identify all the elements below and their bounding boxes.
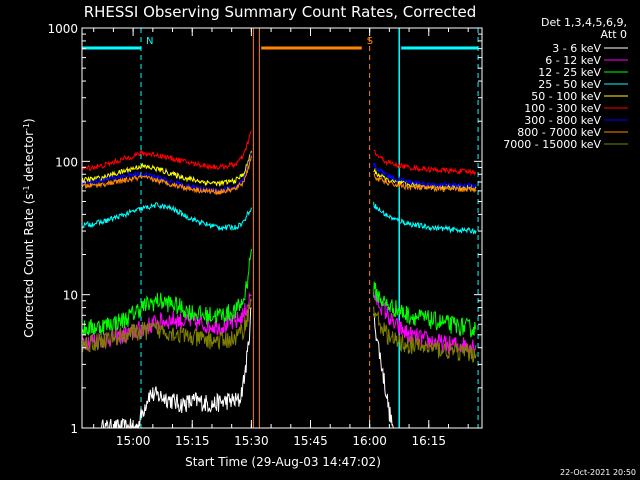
y-axis-label: Corrected Count Rate (s-1 detector-1) bbox=[22, 118, 37, 337]
series-7000-15000-kev bbox=[81, 298, 477, 363]
y-tick-label: 1000 bbox=[47, 22, 78, 36]
x-tick-label: 15:00 bbox=[116, 434, 151, 448]
series-line bbox=[81, 130, 252, 171]
legend-header: Det 1,3,4,5,6,9, bbox=[541, 16, 627, 29]
series-line bbox=[373, 201, 477, 235]
series-line bbox=[81, 293, 252, 352]
legend-label: 50 - 100 keV bbox=[531, 90, 601, 103]
series-line bbox=[373, 289, 477, 355]
axes: 15:00 15:15 15:30 15:45 16:00 16:15 1 10 100 1000 bbox=[47, 22, 483, 448]
series-100-300-kev bbox=[81, 130, 477, 177]
series-25-50-kev bbox=[81, 201, 477, 235]
series-line bbox=[373, 173, 477, 193]
annotation-label: N bbox=[146, 36, 153, 47]
legend-label: 800 - 7000 keV bbox=[517, 126, 601, 139]
annotation-label: S bbox=[367, 36, 373, 47]
legend-label: 12 - 25 keV bbox=[538, 66, 601, 79]
y-tick-label: 100 bbox=[55, 155, 78, 169]
series-line bbox=[81, 155, 252, 196]
legend-label: 300 - 800 keV bbox=[524, 114, 601, 127]
series-line bbox=[373, 281, 477, 338]
series-6-12-kev bbox=[81, 289, 477, 355]
x-axis-label: Start Time (29-Aug-03 14:47:02) bbox=[185, 455, 381, 469]
legend-label: 100 - 300 keV bbox=[524, 102, 601, 115]
x-tick-label: 16:00 bbox=[352, 434, 387, 448]
legend-label: 7000 - 15000 keV bbox=[503, 138, 601, 151]
series-line bbox=[373, 306, 477, 363]
x-tick-label: 15:45 bbox=[293, 434, 328, 448]
series-layer bbox=[81, 130, 477, 430]
series-line bbox=[81, 298, 252, 353]
plot-frame bbox=[81, 27, 483, 429]
legend-label: 6 - 12 keV bbox=[545, 54, 601, 67]
series-line bbox=[81, 248, 252, 336]
legend-label: 25 - 50 keV bbox=[538, 78, 601, 91]
y-tick-label: 10 bbox=[63, 289, 78, 303]
timestamp: 22-Oct-2021 20:50 bbox=[560, 468, 636, 477]
x-tick-label: 15:30 bbox=[234, 434, 269, 448]
series-line bbox=[373, 149, 477, 177]
series-12-25-kev bbox=[81, 248, 477, 338]
legend-label: 3 - 6 keV bbox=[552, 42, 601, 55]
chart-title: RHESSI Observing Summary Count Rates, Co… bbox=[84, 3, 477, 21]
series-800-7000-kev bbox=[81, 155, 477, 196]
series-line bbox=[373, 312, 394, 429]
legend-header: Att 0 bbox=[601, 28, 627, 41]
y-tick-label: 1 bbox=[70, 422, 78, 436]
x-tick-label: 15:15 bbox=[175, 434, 210, 448]
series-line bbox=[81, 152, 252, 194]
x-tick-label: 16:15 bbox=[411, 434, 446, 448]
series-line bbox=[81, 202, 252, 232]
